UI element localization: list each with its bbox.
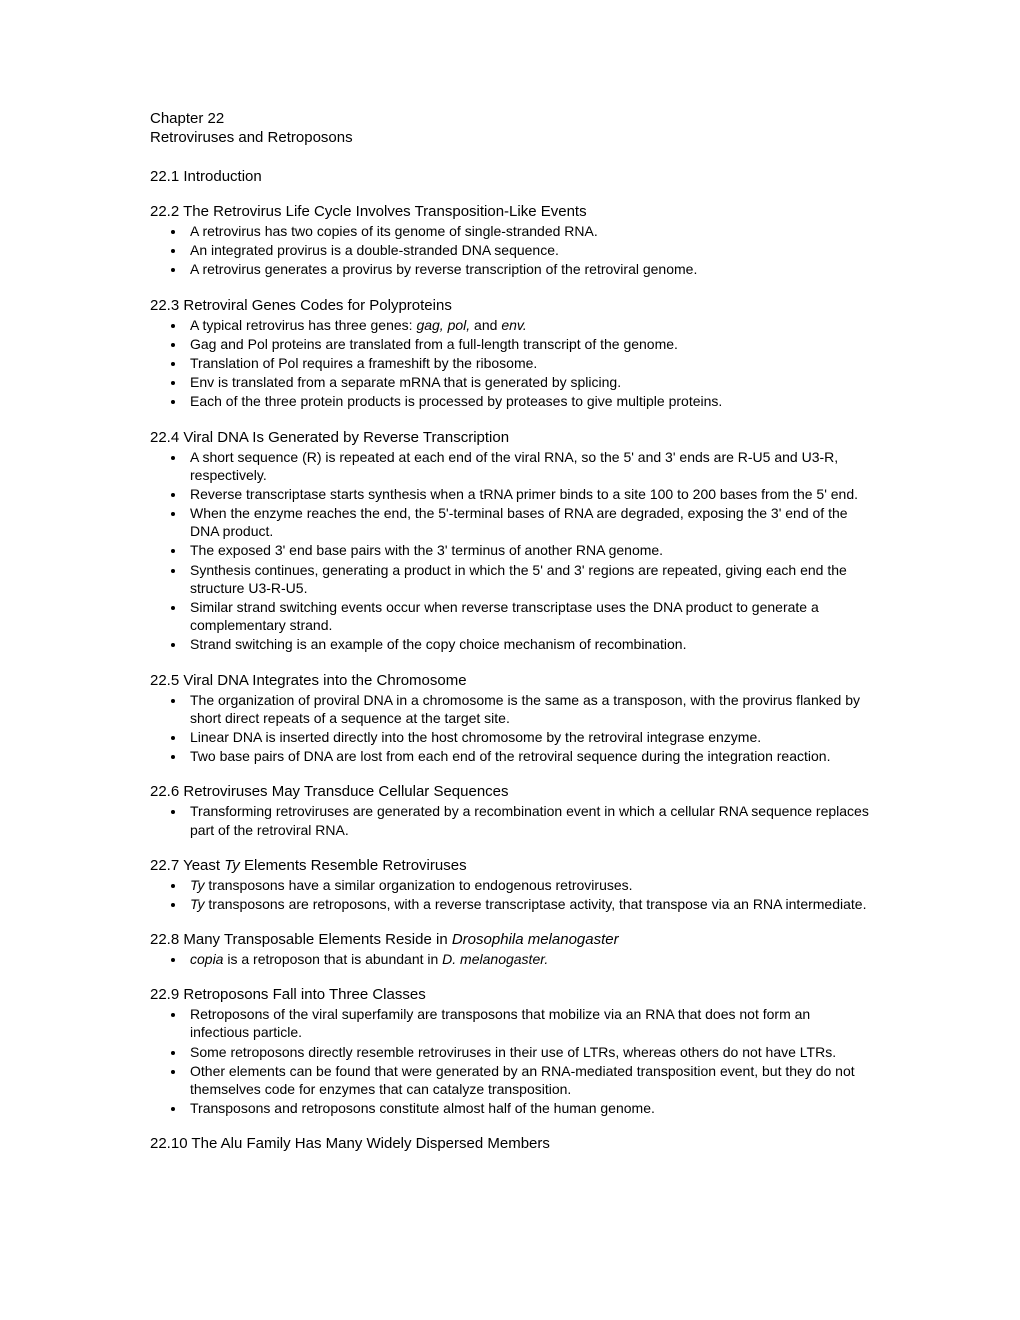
bullet-item: Transposons and retroposons constitute a… <box>186 1099 870 1117</box>
section: 22.8 Many Transposable Elements Reside i… <box>150 931 870 968</box>
bullet-item: When the enzyme reaches the end, the 5'-… <box>186 504 870 540</box>
bullet-item: Synthesis continues, generating a produc… <box>186 561 870 597</box>
bullet-italic: gag, pol, <box>416 317 470 333</box>
heading-italic: Drosophila melanogaster <box>452 931 619 948</box>
bullet-list: Ty transposons have a similar organizati… <box>150 876 870 913</box>
bullet-item: An integrated provirus is a double-stran… <box>186 241 870 259</box>
bullet-item: Ty transposons are retroposons, with a r… <box>186 895 870 913</box>
section-heading: 22.4 Viral DNA Is Generated by Reverse T… <box>150 429 870 446</box>
bullet-item: copia is a retroposon that is abundant i… <box>186 950 870 968</box>
bullet-item: Linear DNA is inserted directly into the… <box>186 728 870 746</box>
bullet-item: The organization of proviral DNA in a ch… <box>186 691 870 727</box>
section: 22.3 Retroviral Genes Codes for Polyprot… <box>150 297 870 411</box>
bullet-item: Env is translated from a separate mRNA t… <box>186 373 870 391</box>
bullet-item: Translation of Pol requires a frameshift… <box>186 354 870 372</box>
section: 22.2 The Retrovirus Life Cycle Involves … <box>150 203 870 279</box>
bullet-item: Strand switching is an example of the co… <box>186 635 870 653</box>
sections-container: 22.1 Introduction 22.2 The Retrovirus Lif… <box>150 168 870 1152</box>
bullet-item: Other elements can be found that were ge… <box>186 1062 870 1098</box>
section-heading: 22.8 Many Transposable Elements Reside i… <box>150 931 870 948</box>
section-heading: 22.6 Retroviruses May Transduce Cellular… <box>150 783 870 800</box>
section: 22.9 Retroposons Fall into Three Classes… <box>150 986 870 1117</box>
bullet-list: Transforming retroviruses are generated … <box>150 802 870 838</box>
section-heading: 22.2 The Retrovirus Life Cycle Involves … <box>150 203 870 220</box>
bullet-italic: env. <box>501 317 526 333</box>
bullet-list: Retroposons of the viral superfamily are… <box>150 1005 870 1117</box>
bullet-list: The organization of proviral DNA in a ch… <box>150 691 870 766</box>
chapter-title: Retroviruses and Retroposons <box>150 129 870 146</box>
section: 22.1 Introduction <box>150 168 870 185</box>
document-page: Chapter 22 Retroviruses and Retroposons … <box>0 0 1020 1230</box>
bullet-item: Ty transposons have a similar organizati… <box>186 876 870 894</box>
section-heading: 22.9 Retroposons Fall into Three Classes <box>150 986 870 1003</box>
bullet-list: A retrovirus has two copies of its genom… <box>150 222 870 279</box>
bullet-item: A typical retrovirus has three genes: ga… <box>186 316 870 334</box>
bullet-item: Some retroposons directly resemble retro… <box>186 1043 870 1061</box>
bullet-item: Two base pairs of DNA are lost from each… <box>186 747 870 765</box>
bullet-list: A typical retrovirus has three genes: ga… <box>150 316 870 411</box>
heading-italic: Ty <box>224 857 240 874</box>
section: 22.4 Viral DNA Is Generated by Reverse T… <box>150 429 870 654</box>
bullet-item: A retrovirus generates a provirus by rev… <box>186 260 870 278</box>
bullet-item: Transforming retroviruses are generated … <box>186 802 870 838</box>
bullet-item: Reverse transcriptase starts synthesis w… <box>186 485 870 503</box>
section-heading: 22.7 Yeast Ty Elements Resemble Retrovir… <box>150 857 870 874</box>
section: 22.6 Retroviruses May Transduce Cellular… <box>150 783 870 838</box>
bullet-list: copia is a retroposon that is abundant i… <box>150 950 870 968</box>
bullet-item: The exposed 3' end base pairs with the 3… <box>186 541 870 559</box>
bullet-item: Each of the three protein products is pr… <box>186 392 870 410</box>
bullet-italic: copia <box>190 951 223 967</box>
bullet-italic: D. melanogaster. <box>442 951 548 967</box>
section-heading: 22.5 Viral DNA Integrates into the Chrom… <box>150 672 870 689</box>
chapter-number: Chapter 22 <box>150 110 870 127</box>
bullet-list: A short sequence (R) is repeated at each… <box>150 448 870 654</box>
bullet-item: Similar strand switching events occur wh… <box>186 598 870 634</box>
section: 22.7 Yeast Ty Elements Resemble Retrovir… <box>150 857 870 913</box>
bullet-item: Retroposons of the viral superfamily are… <box>186 1005 870 1041</box>
section: 22.5 Viral DNA Integrates into the Chrom… <box>150 672 870 766</box>
section-heading: 22.10 The Alu Family Has Many Widely Dis… <box>150 1135 870 1152</box>
bullet-italic: Ty <box>190 877 205 893</box>
section-heading: 22.1 Introduction <box>150 168 870 185</box>
bullet-italic: Ty <box>190 896 205 912</box>
section: 22.10 The Alu Family Has Many Widely Dis… <box>150 1135 870 1152</box>
section-heading: 22.3 Retroviral Genes Codes for Polyprot… <box>150 297 870 314</box>
bullet-item: Gag and Pol proteins are translated from… <box>186 335 870 353</box>
bullet-item: A short sequence (R) is repeated at each… <box>186 448 870 484</box>
bullet-item: A retrovirus has two copies of its genom… <box>186 222 870 240</box>
